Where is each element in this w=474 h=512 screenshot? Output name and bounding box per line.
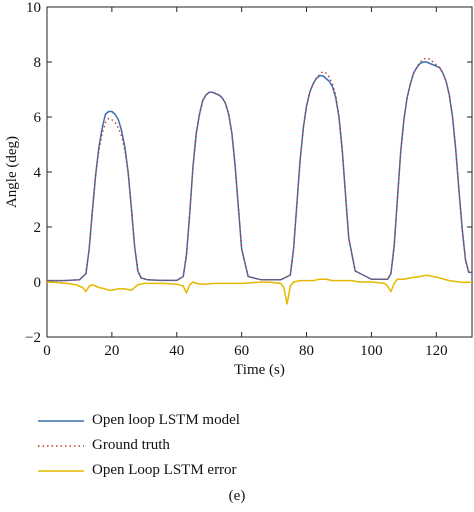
y-tick-label: 0	[34, 275, 42, 291]
series-line-lstm-model	[47, 61, 472, 282]
x-tick-label: 0	[43, 343, 51, 359]
x-axis-ticks: 0 20 40 60 80 100 120	[43, 7, 448, 359]
series-layer	[46, 57, 473, 305]
legend-label-lstm-error: Open Loop LSTM error	[92, 462, 237, 478]
legend: Open loop LSTM model Ground truth Open L…	[38, 408, 338, 483]
y-tick-label: 8	[34, 55, 42, 71]
legend-item: Open Loop LSTM error	[38, 458, 338, 483]
legend-item: Open loop LSTM model	[38, 408, 338, 433]
legend-swatch-lstm-model	[38, 415, 84, 427]
x-tick-label: 80	[299, 343, 314, 359]
y-axis-ticks: −2 0 2 4 6 8 10	[25, 0, 472, 346]
y-tick-label: 2	[34, 220, 42, 236]
y-tick-label: 4	[34, 165, 42, 181]
figure-caption: (e)	[228, 488, 246, 504]
series-line-lstm-error	[46, 274, 473, 305]
y-tick-label: 6	[34, 110, 42, 126]
legend-label-lstm-model: Open loop LSTM model	[92, 412, 240, 428]
legend-swatch-ground-truth	[38, 440, 84, 452]
plot-border	[46, 6, 473, 338]
y-tick-label: −2	[25, 330, 41, 346]
x-tick-label: 20	[104, 343, 119, 359]
legend-label-ground-truth: Ground truth	[92, 437, 170, 453]
x-tick-label: 100	[360, 343, 383, 359]
legend-item: Ground truth	[38, 433, 338, 458]
legend-swatch-lstm-error	[38, 465, 84, 477]
y-tick-label: 10	[26, 0, 41, 16]
x-tick-label: 40	[169, 343, 184, 359]
plot-frame	[46, 6, 473, 338]
y-axis-label: Angle (deg)	[4, 136, 20, 208]
x-tick-label: 120	[425, 343, 448, 359]
x-axis-label: Time (s)	[234, 362, 285, 378]
series-line-ground-truth	[47, 57, 472, 282]
x-tick-label: 60	[234, 343, 249, 359]
